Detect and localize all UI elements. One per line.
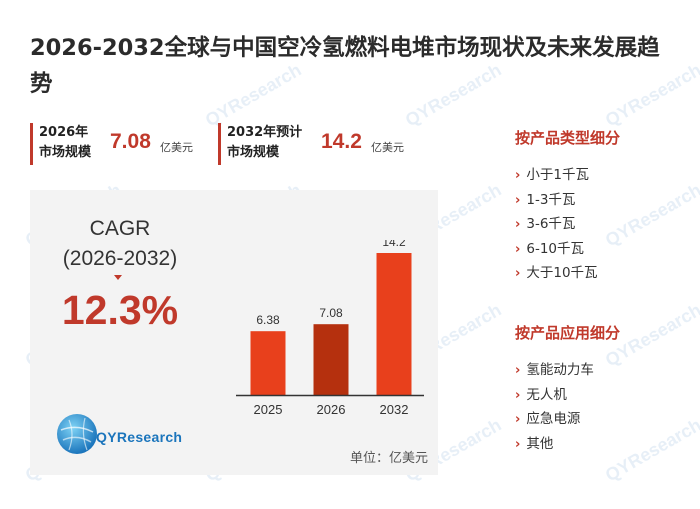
page-title: 2026-2032全球与中国空冷氢燃料电堆市场现状及未来发展趋势 xyxy=(30,35,660,97)
list-item: › 大于10千瓦 xyxy=(515,265,598,281)
product-type-list: › 小于1千瓦 › 1-3千瓦 › 3-6千瓦 › 6-10千瓦 › 大于10千瓦 xyxy=(515,163,598,286)
qyresearch-logo xyxy=(57,414,97,454)
bar-2032 xyxy=(376,253,412,395)
bar-2025 xyxy=(250,331,286,395)
list-item: › 应急电源 xyxy=(515,411,581,427)
list-item: › 3-6千瓦 xyxy=(515,216,576,232)
chevron-right-icon: › xyxy=(515,387,521,403)
metric-value: 7.08 xyxy=(110,130,151,153)
x-tick-label-2032: 2032 xyxy=(380,402,409,417)
chevron-right-icon: › xyxy=(515,241,521,257)
metric-label: 2032年预计 市场规模 xyxy=(227,123,302,163)
chevron-right-icon: › xyxy=(515,412,521,427)
list-item: › 6-10千瓦 xyxy=(515,240,584,257)
cagr-label-line2: (2026-2032) xyxy=(62,247,178,270)
chevron-right-icon: › xyxy=(515,266,521,281)
chevron-right-icon: › xyxy=(515,436,521,452)
chevron-right-icon: › xyxy=(515,363,521,378)
metric-label-line2: 市场规模 xyxy=(39,145,92,160)
chevron-right-icon: › xyxy=(515,168,521,183)
chevron-right-icon: › xyxy=(515,192,521,208)
cagr-label-line1: CAGR xyxy=(89,217,151,240)
application-list: › 氢能动力车 › 无人机 › 应急电源 › 其他 xyxy=(515,358,594,456)
watermark-text: QYResearch xyxy=(601,179,700,251)
caret-down-icon xyxy=(114,275,122,280)
globe-icon xyxy=(57,414,97,454)
chevron-right-icon: › xyxy=(515,217,521,232)
metric-label-line2: 市场规模 xyxy=(227,145,280,160)
list-item: › 小于1千瓦 xyxy=(515,167,589,183)
application-heading: 按产品应用细分 xyxy=(515,324,621,342)
product-type-heading: 按产品类型细分 xyxy=(515,129,621,147)
watermark-text: QYResearch xyxy=(601,414,700,486)
cagr-value: 12.3% xyxy=(61,287,179,333)
list-item: › 氢能动力车 xyxy=(515,362,594,378)
logo-text: QYResearch xyxy=(96,429,183,445)
cagr-label: CAGR (2026-2032) xyxy=(30,214,210,274)
list-item: › 无人机 xyxy=(515,386,567,403)
metric-2032-market-size: 2032年预计 市场规模 14.2 亿美元 xyxy=(218,123,404,165)
market-size-bar-chart: 6.38 2025 7.08 2026 14.2 2032 xyxy=(236,240,424,417)
list-item: › 1-3千瓦 xyxy=(515,191,576,208)
metric-label: 2026年 市场规模 xyxy=(39,123,91,163)
data-label-2032: 14.2 xyxy=(382,240,406,249)
data-label-2025: 6.38 xyxy=(256,313,280,327)
bar-2026 xyxy=(313,324,349,395)
chart-panel xyxy=(30,190,438,475)
data-label-2026: 7.08 xyxy=(319,306,343,320)
metric-unit: 亿美元 xyxy=(160,141,193,154)
metric-label-line1: 2032年预计 xyxy=(227,125,303,140)
metric-2026-market-size: 2026年 市场规模 7.08 亿美元 xyxy=(30,123,193,165)
metric-value: 14.2 xyxy=(321,130,362,153)
x-tick-label-2025: 2025 xyxy=(254,402,283,417)
list-item: › 其他 xyxy=(515,435,554,452)
x-tick-label-2026: 2026 xyxy=(317,402,346,417)
metric-unit: 亿美元 xyxy=(371,141,404,154)
chart-unit-note: 单位：亿美元 xyxy=(350,451,429,466)
metric-label-line1: 2026年 xyxy=(39,125,89,140)
